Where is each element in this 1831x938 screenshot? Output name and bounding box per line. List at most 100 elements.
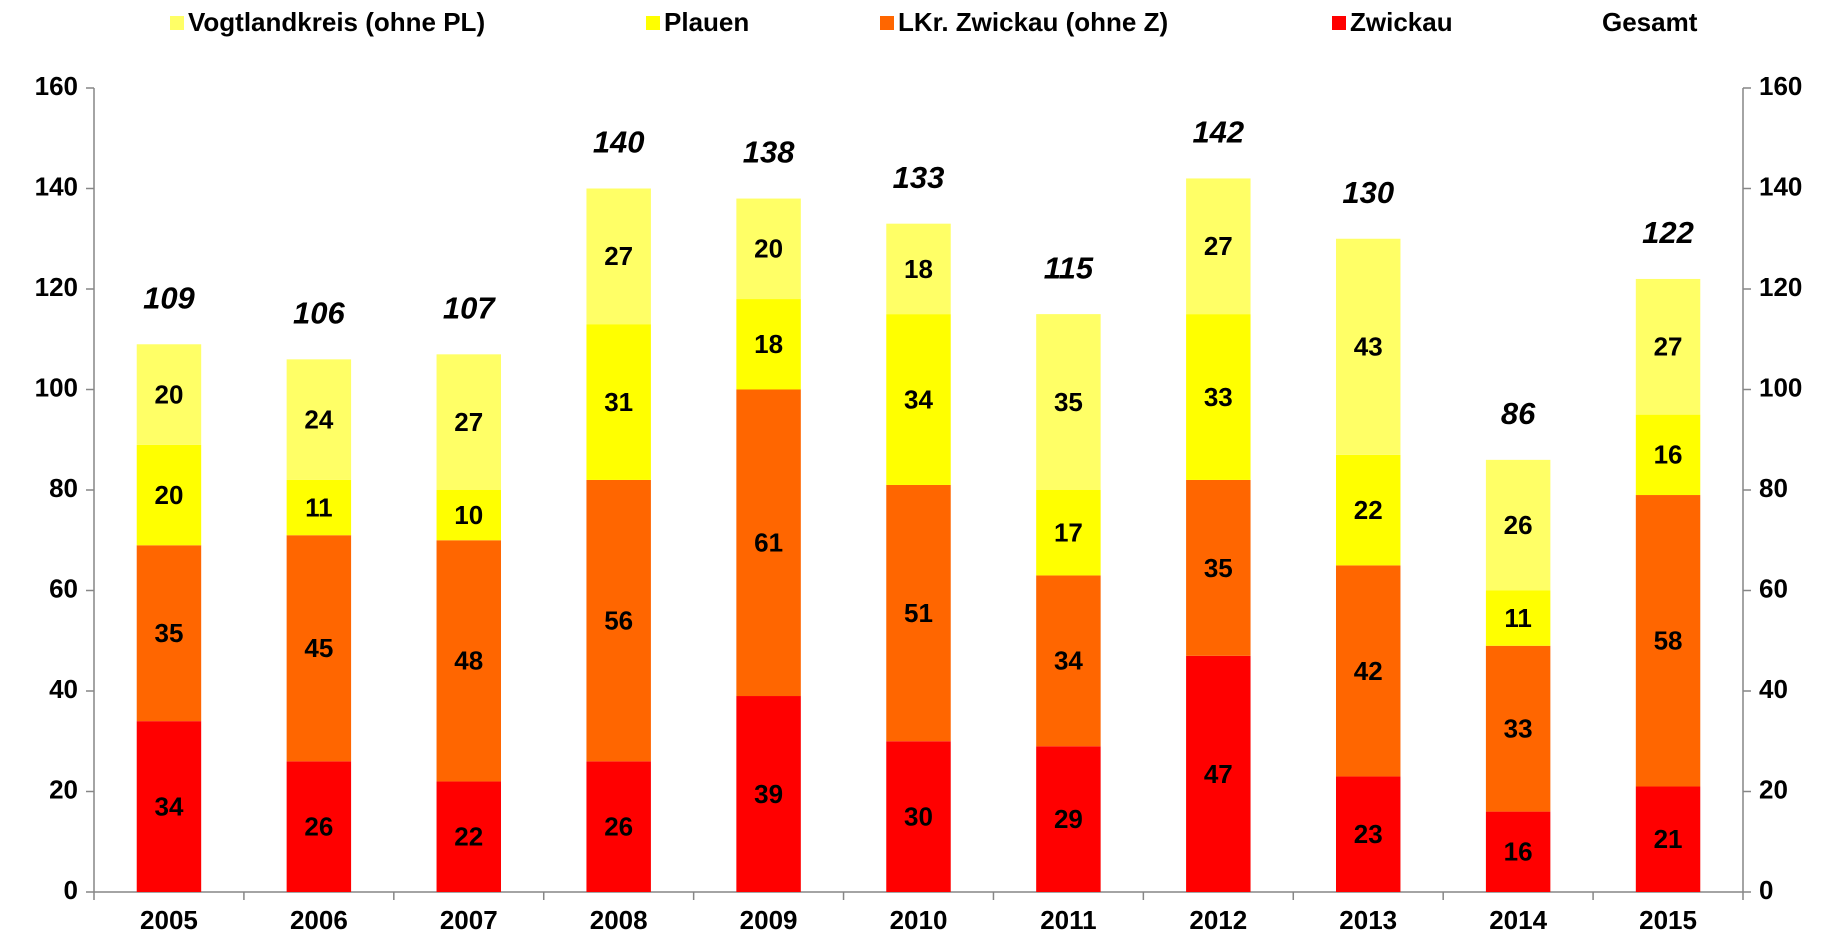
value-label: 33 (1504, 714, 1533, 744)
bar-segment (1635, 414, 1701, 496)
bar-segment (1186, 314, 1251, 480)
bar-segment (736, 696, 801, 892)
y-tick-label: 0 (64, 875, 78, 905)
total-label: 122 (1642, 215, 1694, 250)
value-label: 20 (754, 234, 783, 264)
y-tick-label: 140 (35, 171, 78, 201)
legend-swatch (1332, 16, 1346, 30)
value-label: 42 (1354, 656, 1383, 686)
bar-segment (586, 761, 651, 892)
x-tick-label: 2015 (1639, 905, 1697, 935)
bar-segment (1335, 776, 1401, 892)
bar-segment (136, 444, 202, 546)
value-label: 47 (1204, 759, 1233, 789)
value-label: 39 (754, 779, 783, 809)
bar-segment (436, 781, 502, 892)
value-label: 26 (604, 812, 633, 842)
legend-label: Plauen (664, 7, 749, 37)
bar-segment (1485, 645, 1551, 812)
bar-segment (886, 741, 951, 892)
value-label: 27 (1204, 231, 1233, 261)
value-label: 20 (154, 480, 183, 510)
value-label: 18 (754, 329, 783, 359)
value-label: 17 (1054, 518, 1083, 548)
x-tick-label: 2012 (1189, 905, 1247, 935)
y-tick-label: 100 (35, 372, 78, 402)
y-tick-label: 40 (49, 674, 78, 704)
y2-tick-label: 80 (1759, 473, 1788, 503)
value-label: 10 (454, 500, 483, 530)
total-label: 107 (443, 291, 496, 326)
value-label: 23 (1354, 819, 1383, 849)
bar-segment (886, 223, 951, 315)
x-tick-label: 2006 (290, 905, 348, 935)
bar-segment (286, 359, 352, 480)
total-label: 109 (143, 280, 195, 315)
y2-tick-label: 100 (1759, 372, 1802, 402)
bar-segment (1186, 655, 1251, 892)
y2-tick-label: 0 (1759, 875, 1773, 905)
value-label: 27 (454, 407, 483, 437)
y2-tick-label: 140 (1759, 171, 1802, 201)
bar-segment (1335, 238, 1401, 455)
value-label: 58 (1654, 626, 1683, 656)
value-label: 31 (604, 387, 633, 417)
y-tick-label: 120 (35, 272, 78, 302)
value-label: 35 (1204, 553, 1233, 583)
x-tick-label: 2008 (590, 905, 648, 935)
bar-segment (1635, 495, 1701, 787)
bar-segment (736, 198, 801, 300)
total-label: 86 (1501, 396, 1536, 431)
value-label: 56 (604, 606, 633, 636)
value-label: 11 (1504, 603, 1532, 633)
legend-label: Vogtlandkreis (ohne PL) (188, 7, 485, 37)
bar-segment (1485, 811, 1551, 892)
bar-segment (136, 344, 202, 445)
bar-segment (286, 761, 352, 892)
value-label: 16 (1504, 837, 1533, 867)
total-label: 106 (293, 296, 345, 331)
y-tick-label: 160 (35, 71, 78, 101)
bar-segment (736, 389, 801, 697)
bar-segment (586, 479, 651, 762)
value-label: 21 (1654, 824, 1683, 854)
bar-segment (1036, 314, 1101, 490)
value-label: 35 (1054, 387, 1083, 417)
value-label: 34 (1054, 646, 1083, 676)
x-tick-label: 2014 (1489, 905, 1547, 935)
value-label: 18 (904, 254, 933, 284)
total-label: 133 (893, 160, 945, 195)
bar-segment (886, 314, 951, 485)
value-label: 35 (154, 618, 183, 648)
legend-label: Zwickau (1350, 7, 1453, 37)
value-label: 26 (304, 812, 333, 842)
value-label: 24 (304, 405, 333, 435)
total-label: 142 (1192, 115, 1244, 150)
bar-segment (586, 324, 651, 480)
x-tick-label: 2005 (140, 905, 198, 935)
y-tick-label: 60 (49, 573, 78, 603)
bar-segment (286, 479, 352, 536)
bar-segment (1635, 278, 1701, 415)
bar-segment (1485, 459, 1551, 591)
value-label: 26 (1504, 510, 1533, 540)
value-label: 48 (454, 646, 483, 676)
x-tick-label: 2010 (890, 905, 948, 935)
bar-segment (1186, 178, 1251, 315)
legend-swatch (646, 16, 660, 30)
value-label: 34 (904, 384, 933, 414)
bar-segment (436, 354, 502, 490)
y2-tick-label: 60 (1759, 573, 1788, 603)
bar-segment (1335, 565, 1401, 777)
legend-swatch (170, 16, 184, 30)
bar-segment (436, 540, 502, 782)
bar-segment (1335, 454, 1401, 566)
y-tick-label: 80 (49, 473, 78, 503)
value-label: 22 (454, 822, 483, 852)
value-label: 11 (305, 492, 333, 522)
total-label: 138 (743, 135, 795, 170)
value-label: 29 (1054, 804, 1083, 834)
value-label: 33 (1204, 382, 1233, 412)
bar-segment (736, 299, 801, 390)
